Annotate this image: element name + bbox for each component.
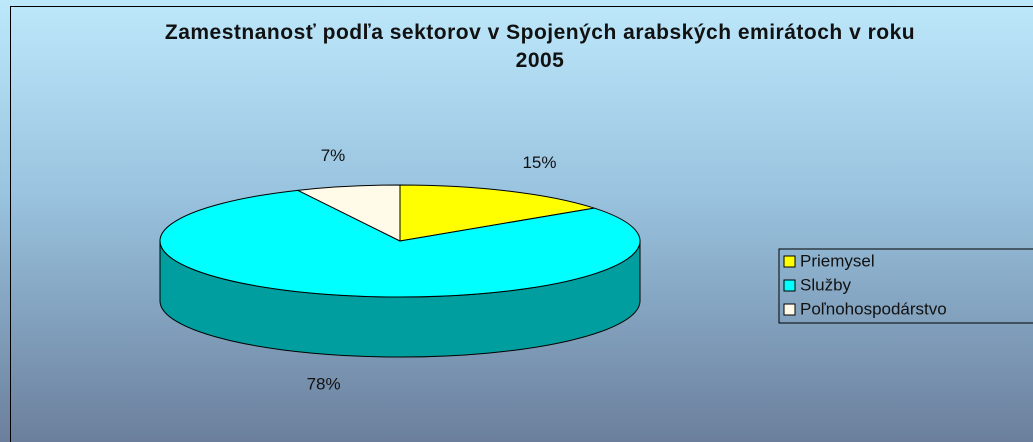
data-label: 7% (321, 146, 346, 165)
legend-label: Služby (800, 275, 852, 294)
slice (296, 184, 401, 242)
data-label: 78% (307, 375, 341, 394)
legend-swatch (783, 279, 796, 292)
legend-label: Poľnohospodárstvo (800, 299, 947, 318)
legend-box (778, 248, 1033, 324)
data-label: 15% (522, 153, 556, 172)
legend-swatch (783, 303, 796, 316)
slice (159, 189, 641, 298)
slice (399, 184, 595, 242)
legend-label: Priemysel (800, 251, 875, 270)
chart-title: Zamestnanosť podľa sektorov v Spojených … (164, 21, 916, 72)
chart-frame (10, 6, 1033, 442)
legend-swatch (783, 255, 796, 268)
